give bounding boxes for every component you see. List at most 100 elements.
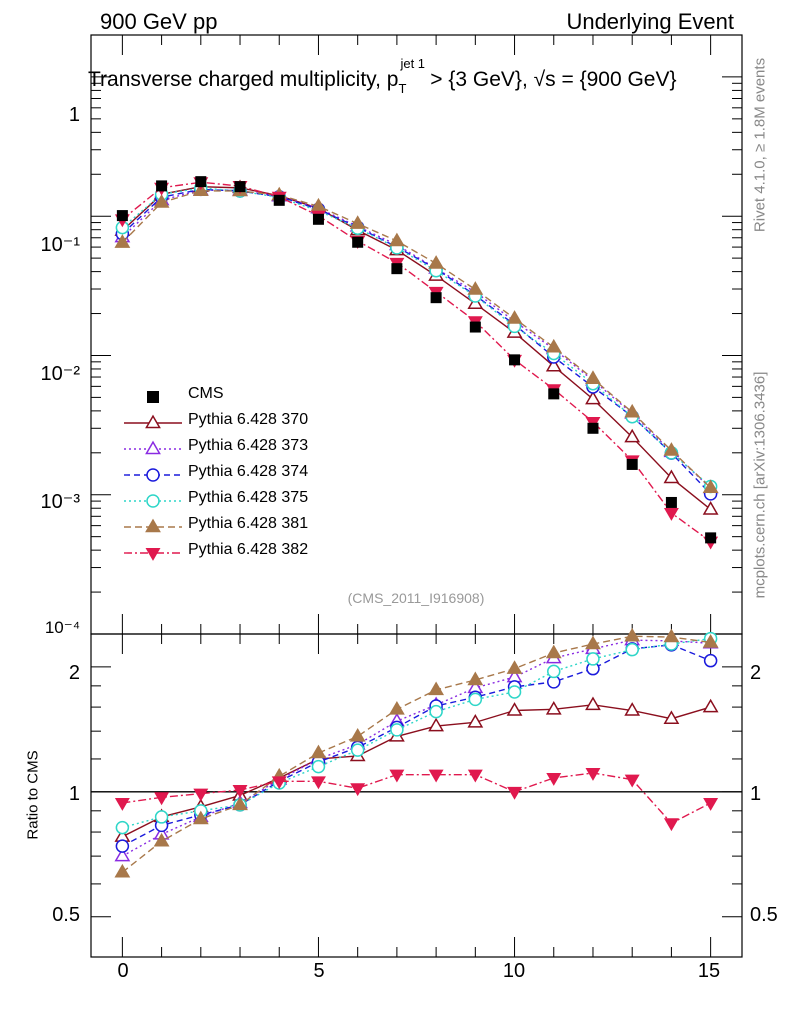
- legend-marker: [145, 440, 161, 455]
- ratio-series-point: [153, 832, 170, 847]
- ratio-series-point: [586, 652, 600, 666]
- ratio-series-point: [310, 776, 326, 790]
- ratio-y-tick-label: 1: [68, 783, 80, 805]
- ratio-series-point: [663, 818, 679, 832]
- main-panel-series: [114, 176, 719, 550]
- ratio-series-point: [507, 786, 523, 800]
- cms-data-point: [391, 263, 403, 275]
- ratio-series-point: [115, 839, 130, 853]
- cms-data-point: [352, 236, 364, 248]
- ratio-series-point: [232, 796, 248, 811]
- main-y-tick-label: 10⁻¹: [40, 234, 80, 256]
- legend-label: Pythia 6.428 382: [188, 541, 309, 558]
- ratio-series-point: [428, 769, 444, 783]
- legend-marker: [145, 414, 161, 429]
- ratio-series-point: [507, 685, 522, 699]
- main-series-point: [624, 428, 641, 443]
- plot-title-superscript: jet 1: [400, 56, 426, 71]
- ratio-y-tick-label: 2: [68, 662, 80, 684]
- main-series-line: [121, 181, 712, 543]
- ratio-series-point: [585, 635, 601, 650]
- legend-marker-cms: [147, 391, 159, 403]
- main-series-line: [121, 189, 712, 489]
- ratio-panel-frame: [90, 35, 743, 958]
- ratio-series-point: [428, 681, 445, 696]
- main-series-line: [121, 185, 712, 510]
- main-series-point: [702, 479, 719, 494]
- ratio-series-point: [468, 692, 483, 707]
- ratio-series-point: [702, 634, 719, 648]
- plot-title-main: Transverse charged multiplicity, p: [88, 68, 399, 91]
- ratio-series-point: [506, 702, 523, 716]
- ratio-series-line: [122, 772, 711, 825]
- cms-data-point: [665, 496, 677, 508]
- main-series-point: [702, 501, 719, 515]
- ratio-series-line: [122, 637, 711, 829]
- ratio-series-point: [663, 628, 680, 643]
- mcplots-label: mcplots.cern.ch [arXiv:1306.3436]: [751, 371, 769, 599]
- ratio-series-point: [350, 783, 366, 797]
- main-series-point: [467, 281, 484, 295]
- rivet-version-label: Rivet 4.1.0, ≥ 1.8M events: [751, 57, 769, 233]
- ratio-series-point: [429, 704, 443, 719]
- main-y-tick-label: 1: [68, 104, 80, 126]
- main-series-point: [114, 234, 131, 248]
- ratio-series-line: [122, 704, 711, 838]
- ratio-series-point: [115, 820, 130, 835]
- legend-label: Pythia 6.428 375: [188, 489, 309, 506]
- cms-data-point: [705, 532, 717, 544]
- main-series-point: [624, 403, 641, 418]
- ratio-series-line: [121, 635, 711, 873]
- x-tick-label: 10: [502, 960, 526, 982]
- ratio-series-point: [703, 797, 719, 811]
- legend-label: Pythia 6.428 373: [188, 437, 309, 454]
- ratio-series-point: [154, 810, 169, 824]
- ratio-series-point: [545, 644, 562, 659]
- ratio-panel-series: [114, 627, 719, 878]
- main-series-point: [428, 255, 445, 269]
- ratio-series-point: [192, 810, 209, 825]
- ratio-series-point: [545, 700, 562, 715]
- ratio-series-point: [467, 769, 483, 783]
- ratio-series-point: [467, 671, 484, 686]
- ratio-y-tick-label-right: 0.5: [750, 904, 778, 926]
- cms-data-point: [156, 180, 168, 192]
- ratio-series-point: [585, 768, 601, 781]
- legend-marker: [145, 548, 161, 561]
- cms-data-point: [509, 354, 521, 366]
- ratio-series-point: [547, 664, 561, 679]
- ratio-series-point: [702, 698, 719, 713]
- ratio-series-point: [663, 710, 680, 724]
- main-y-tick-label: 10⁻⁴: [44, 618, 80, 637]
- ratio-series-point: [624, 702, 641, 716]
- main-series-point: [349, 215, 366, 229]
- main-series-point: [663, 469, 680, 484]
- main-series-point: [663, 442, 680, 456]
- ratio-series-point: [703, 653, 718, 668]
- ratio-series-point: [467, 713, 484, 728]
- ratio-series-point: [154, 792, 170, 806]
- x-tick-label: 5: [313, 960, 325, 982]
- main-series-line: [121, 190, 712, 489]
- legend-marker: [145, 518, 161, 533]
- x-tick-label: 15: [697, 960, 721, 982]
- header-right-label: Underlying Event: [566, 9, 734, 34]
- plot-title-rest: > {3 GeV}, √s = {900 GeV}: [424, 68, 677, 91]
- main-series-point: [545, 357, 562, 372]
- main-series-line: [121, 187, 712, 487]
- ratio-series-point: [585, 696, 601, 711]
- main-series-point: [545, 338, 562, 353]
- main-series-point: [388, 232, 405, 247]
- ratio-series-point: [389, 769, 405, 783]
- cms-data-point: [273, 194, 285, 206]
- analysis-tag: (CMS_2011_I916908): [347, 590, 485, 606]
- ratio-series-point: [546, 772, 562, 786]
- main-series-point: [663, 508, 679, 521]
- ratio-y-axis-label: Ratio to CMS: [24, 750, 42, 840]
- ratio-series-point: [350, 743, 365, 757]
- main-series-point: [506, 310, 523, 324]
- ratio-y-tick-label: 0.5: [52, 904, 80, 926]
- main-series-point: [585, 370, 601, 384]
- ratio-series-point: [193, 788, 209, 802]
